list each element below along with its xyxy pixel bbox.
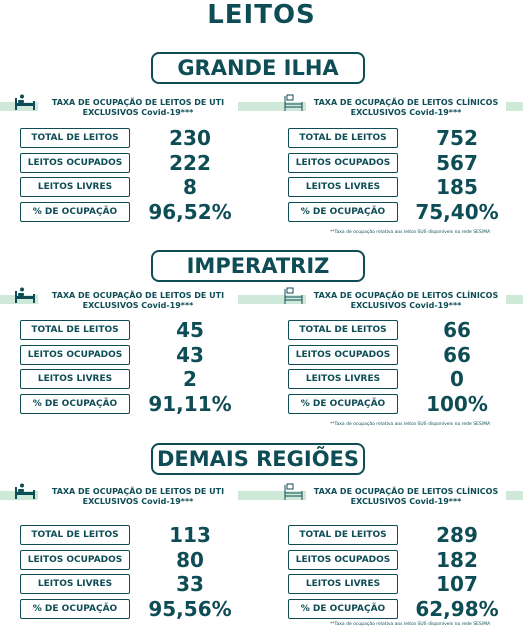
row-label: LEITOS OCUPADOS: [288, 549, 398, 570]
row-value: 45: [176, 318, 204, 342]
row-label: LEITOS OCUPADOS: [288, 344, 398, 365]
panel-heading: TAXA DE OCUPAÇÃO DE LEITOS DE UTI: [38, 487, 238, 497]
panel-heading: TAXA DE OCUPAÇÃO DE LEITOS CLÍNICOS: [306, 98, 506, 108]
row-value: 75,40%: [415, 199, 499, 224]
row-value: 33: [176, 572, 204, 596]
row-value: 8: [183, 175, 197, 199]
header-band: [0, 102, 523, 111]
row-label: LEITOS OCUPADOS: [288, 152, 398, 173]
panel-heading: TAXA DE OCUPAÇÃO DE LEITOS CLÍNICOS: [306, 291, 506, 301]
region-label: GRANDE ILHA: [151, 52, 365, 84]
row-label: TOTAL DE LEITOS: [20, 128, 130, 148]
panel-heading: EXCLUSIVOS Covid-19***: [38, 301, 238, 311]
row-value: 113: [169, 523, 211, 547]
header-band: [0, 491, 523, 500]
row-label: LEITOS LIVRES: [288, 369, 398, 389]
row-value: 222: [169, 150, 211, 175]
row-label: TOTAL DE LEITOS: [288, 128, 398, 148]
row-label: TOTAL DE LEITOS: [288, 320, 398, 340]
row-value: 91,11%: [148, 391, 232, 416]
row-label: LEITOS LIVRES: [288, 177, 398, 197]
row-label: LEITOS LIVRES: [288, 574, 398, 594]
panel-heading: EXCLUSIVOS Covid-19***: [38, 497, 238, 507]
row-label: LEITOS OCUPADOS: [20, 344, 130, 365]
row-label: TOTAL DE LEITOS: [20, 525, 130, 545]
footnote: **Taxa de ocupação relativa aos leitos S…: [330, 622, 491, 627]
row-value: 289: [436, 523, 478, 547]
row-label: LEITOS OCUPADOS: [20, 549, 130, 570]
footnote: **Taxa de ocupação relativa aos leitos S…: [330, 422, 491, 427]
row-value: 107: [436, 572, 478, 596]
row-value: 43: [176, 342, 204, 367]
row-value: 80: [176, 547, 204, 572]
row-value: 100%: [426, 391, 488, 416]
panel-heading: EXCLUSIVOS Covid-19***: [306, 497, 506, 507]
panel-heading: EXCLUSIVOS Covid-19***: [38, 108, 238, 118]
panel-heading: TAXA DE OCUPAÇÃO DE LEITOS DE UTI: [38, 98, 238, 108]
icon: [282, 483, 304, 501]
row-label: % DE OCUPAÇÃO: [20, 393, 130, 414]
panel-heading: EXCLUSIVOS Covid-19***: [306, 108, 506, 118]
row-label: TOTAL DE LEITOS: [20, 320, 130, 340]
row-label: % DE OCUPAÇÃO: [288, 393, 398, 414]
icon: [282, 287, 304, 305]
row-value: 66: [443, 318, 471, 342]
header-band: [0, 295, 523, 304]
icon: [282, 94, 304, 112]
panel-heading: TAXA DE OCUPAÇÃO DE LEITOS DE UTI: [38, 291, 238, 301]
page-title: LEITOS: [207, 0, 316, 30]
icon: [14, 287, 36, 305]
row-label: % DE OCUPAÇÃO: [288, 598, 398, 619]
row-label: LEITOS LIVRES: [20, 177, 130, 197]
row-label: LEITOS LIVRES: [20, 369, 130, 389]
row-label: LEITOS OCUPADOS: [20, 152, 130, 173]
row-label: TOTAL DE LEITOS: [288, 525, 398, 545]
footnote: **Taxa de ocupação relativa aos leitos S…: [330, 230, 491, 235]
row-value: 62,98%: [415, 596, 499, 621]
icon: [14, 94, 36, 112]
row-value: 230: [169, 126, 211, 150]
row-value: 66: [443, 342, 471, 367]
row-value: 182: [436, 547, 478, 572]
row-value: 2: [183, 367, 197, 391]
row-value: 96,52%: [148, 199, 232, 224]
row-value: 0: [450, 367, 464, 391]
row-value: 567: [436, 150, 478, 175]
row-label: % DE OCUPAÇÃO: [20, 598, 130, 619]
region-label: IMPERATRIZ: [151, 250, 365, 282]
row-label: % DE OCUPAÇÃO: [20, 201, 130, 222]
row-value: 185: [436, 175, 478, 199]
row-label: LEITOS LIVRES: [20, 574, 130, 594]
row-value: 95,56%: [148, 596, 232, 621]
region-label: DEMAIS REGIÕES: [151, 443, 365, 475]
row-label: % DE OCUPAÇÃO: [288, 201, 398, 222]
row-value: 752: [436, 126, 478, 150]
panel-heading: TAXA DE OCUPAÇÃO DE LEITOS CLÍNICOS: [306, 487, 506, 497]
icon: [14, 483, 36, 501]
panel-heading: EXCLUSIVOS Covid-19***: [306, 301, 506, 311]
